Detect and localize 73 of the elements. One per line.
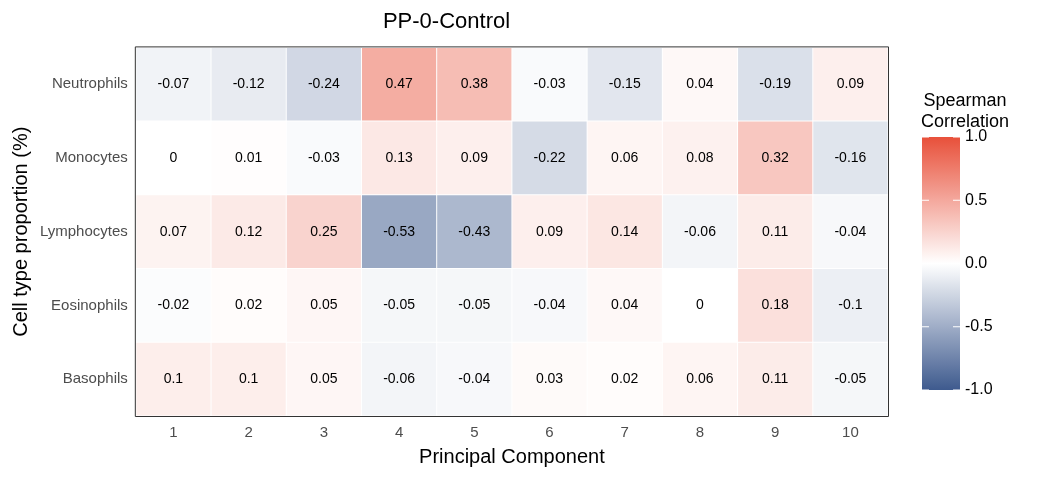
color-bar-label: -0.5: [965, 317, 993, 335]
chart-title: PP-0-Control: [382, 8, 511, 34]
data-label: 0.05: [310, 296, 338, 313]
data-label: -0.16: [834, 148, 867, 165]
x-tick-label: 10: [842, 423, 859, 441]
data-label: 0.02: [235, 296, 263, 313]
data-label: 0.03: [535, 370, 564, 386]
x-tick-label: 8: [695, 423, 705, 441]
y-tick-label: Neutrophils: [51, 74, 128, 92]
data-label: -0.03: [533, 75, 566, 92]
data-label: -0.02: [157, 296, 190, 313]
data-label: 0.09: [836, 75, 865, 92]
data-label: -0.15: [608, 75, 641, 92]
data-label: -0.06: [383, 370, 416, 386]
data-label: 0: [696, 296, 705, 313]
data-label: -0.12: [232, 75, 265, 92]
data-label: -0.04: [458, 370, 491, 386]
data-label: -0.05: [383, 296, 416, 313]
data-label: -0.22: [533, 148, 566, 165]
color-bar-label: -1.0: [965, 380, 993, 398]
x-tick-label: 9: [771, 423, 780, 441]
x-tick-label: 7: [620, 423, 629, 441]
data-label: 0.09: [535, 222, 564, 239]
data-label: 0.1: [163, 370, 184, 386]
data-label: 0.11: [762, 370, 789, 386]
color-bar-label: 0.0: [965, 253, 988, 271]
data-label: 0.09: [460, 148, 489, 165]
y-tick-label: Basophils: [62, 369, 128, 387]
data-label: -0.05: [458, 296, 491, 313]
data-label: 0.01: [235, 148, 263, 165]
data-label: -0.04: [834, 222, 867, 239]
data-label: -0.24: [307, 75, 341, 92]
data-label: 0.07: [159, 222, 188, 239]
x-tick-label: 5: [470, 423, 479, 441]
x-tick-label: 2: [244, 423, 253, 441]
data-label: 0.12: [235, 222, 263, 239]
data-label: 0.06: [686, 370, 714, 386]
data-label: -0.53: [383, 222, 416, 239]
data-label: -0.05: [834, 370, 867, 386]
data-label: 0.08: [686, 148, 714, 165]
data-label: 0.04: [686, 75, 714, 92]
color-bar-label: 1.0: [965, 127, 988, 145]
x-tick-label: 3: [319, 423, 329, 441]
data-label: -0.04: [533, 296, 566, 313]
data-label: 0.32: [761, 148, 790, 165]
data-label: 0.1: [238, 370, 259, 386]
data-label: 0.25: [310, 222, 338, 239]
data-label: 0.06: [611, 148, 639, 165]
data-label: 0.02: [611, 370, 639, 386]
data-label: -0.03: [307, 148, 341, 165]
y-tick-label: Lymphocytes: [39, 221, 128, 239]
color-bar-label: 0.5: [965, 190, 988, 208]
y-tick-label: Monocytes: [55, 148, 128, 166]
x-tick-label: 1: [169, 423, 178, 441]
data-label: 0.47: [385, 75, 413, 92]
data-label: 0.04: [611, 296, 639, 313]
x-axis-title: Principal Component: [419, 444, 606, 467]
data-label: 0.05: [310, 370, 338, 386]
data-label: -0.1: [838, 296, 863, 313]
data-label: 0.18: [761, 296, 790, 313]
y-tick-label: Eosinophils: [51, 295, 128, 313]
data-label: -0.19: [759, 75, 792, 92]
x-tick-label: 6: [545, 423, 554, 441]
data-label: 0.38: [460, 75, 489, 92]
data-label: 0.13: [385, 148, 413, 165]
data-label: 0: [169, 148, 178, 165]
data-label: -0.07: [157, 75, 190, 92]
data-label: 0.14: [611, 222, 639, 239]
data-label: -0.43: [458, 222, 491, 239]
y-axis-title: Cell type proportion (%): [8, 126, 31, 337]
data-label: -0.06: [683, 222, 717, 239]
data-label: 0.11: [762, 222, 789, 239]
x-tick-label: 4: [394, 423, 404, 441]
